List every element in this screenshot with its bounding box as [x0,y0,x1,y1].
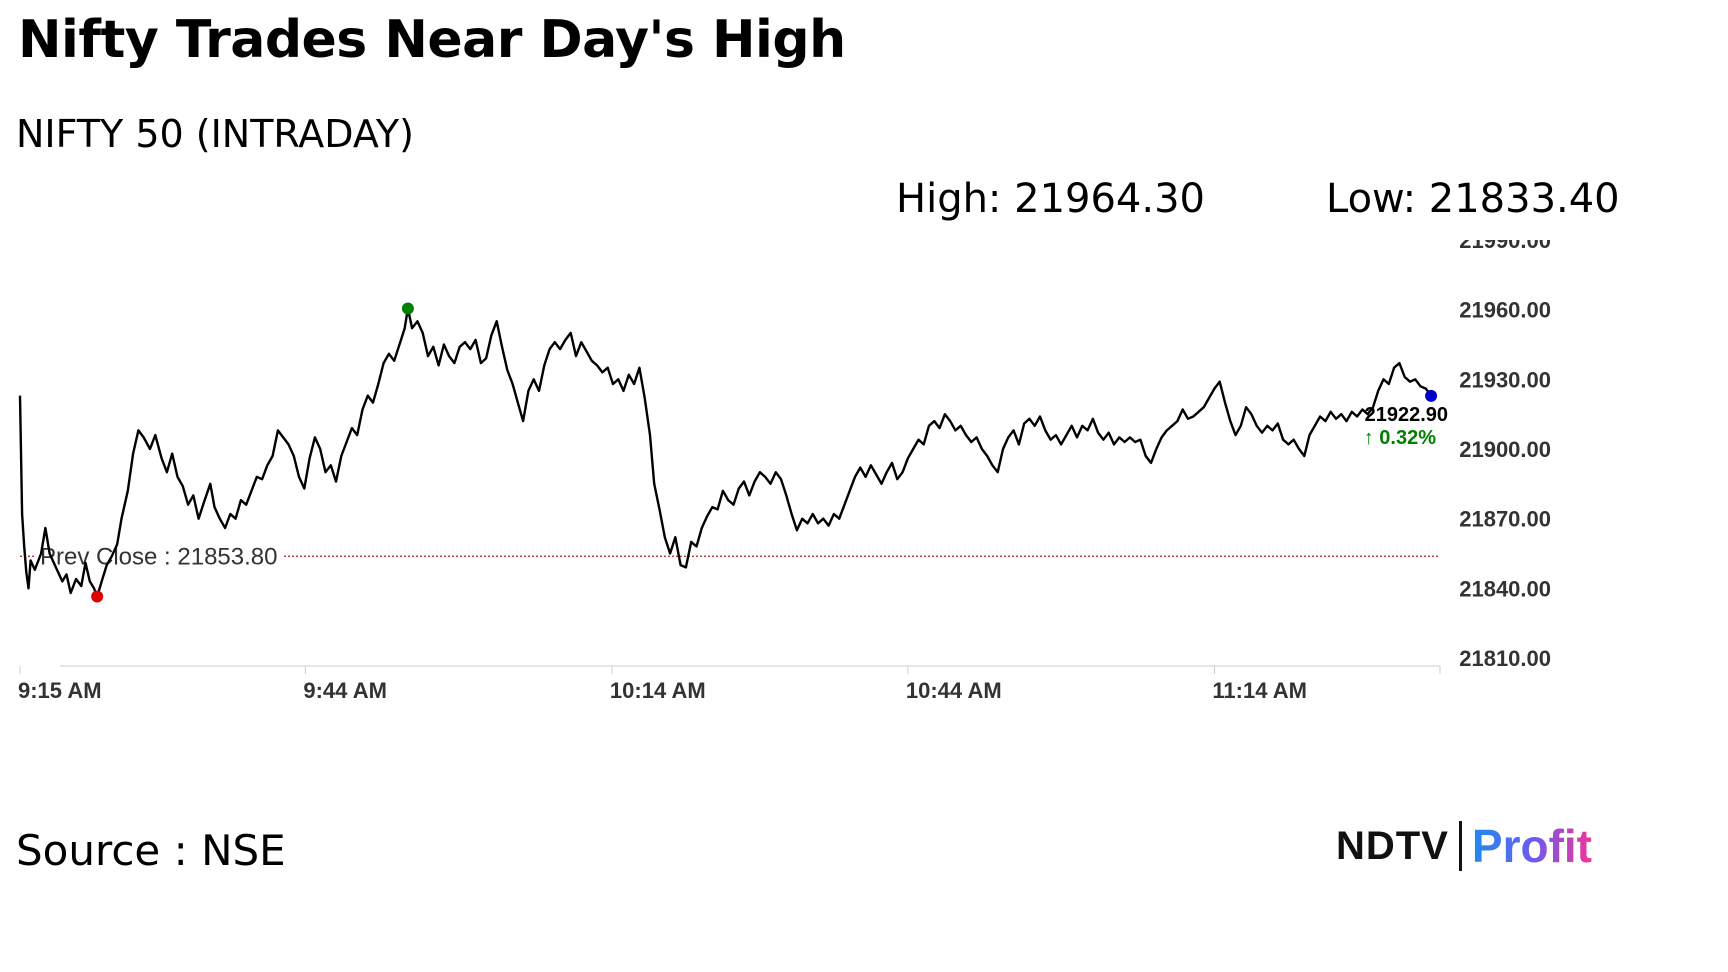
price-series-line [18,307,1433,598]
day-high-marker [401,302,414,315]
y-tick-label: 21810.00 [1459,646,1551,671]
logo-brand-text: NDTV [1336,823,1449,868]
day-low-stat: Low: 21833.40 [1326,176,1620,222]
chart-axes: 9:15 AM 9:44 AM 10:14 AM 10:44 AM 11:14 AM 21… [18,240,1551,703]
day-low-marker [91,590,104,603]
headline: Nifty Trades Near Day's High [18,10,846,70]
y-tick-label: 21990.00 [1459,240,1551,253]
x-tick-label: 10:14 AM [610,678,706,703]
ndtv-profit-logo: NDTV Profit [1336,816,1592,876]
source-note: Source : NSE [16,826,286,875]
y-tick-label: 21870.00 [1459,507,1551,532]
logo-product-text: Profit [1471,820,1592,872]
last-price-label: 21922.90 [1365,404,1448,426]
prev-close-label-background [34,541,284,573]
chart-subtitle: NIFTY 50 (INTRADAY) [16,112,414,156]
last-price-marker [1425,389,1438,402]
y-tick-label: 21900.00 [1459,437,1551,462]
x-tick-label: 10:44 AM [906,678,1002,703]
x-tick-label: 9:44 AM [303,678,387,703]
change-percent-label: ↑ 0.32% [1364,427,1436,449]
y-tick-label: 21840.00 [1459,576,1551,601]
logo-divider [1458,821,1462,871]
prev-close-label: Prev Close : 21853.80 [40,543,277,570]
y-tick-label: 21930.00 [1459,367,1551,392]
x-tick-label: 9:15 AM [18,678,102,703]
intraday-line-chart: 9:15 AM 9:44 AM 10:14 AM 10:44 AM 11:14 AM 21… [18,240,1551,703]
x-tick-label: 11:14 AM [1212,678,1307,703]
y-tick-label: 21960.00 [1459,298,1551,323]
day-high-stat: High: 21964.30 [896,176,1205,222]
